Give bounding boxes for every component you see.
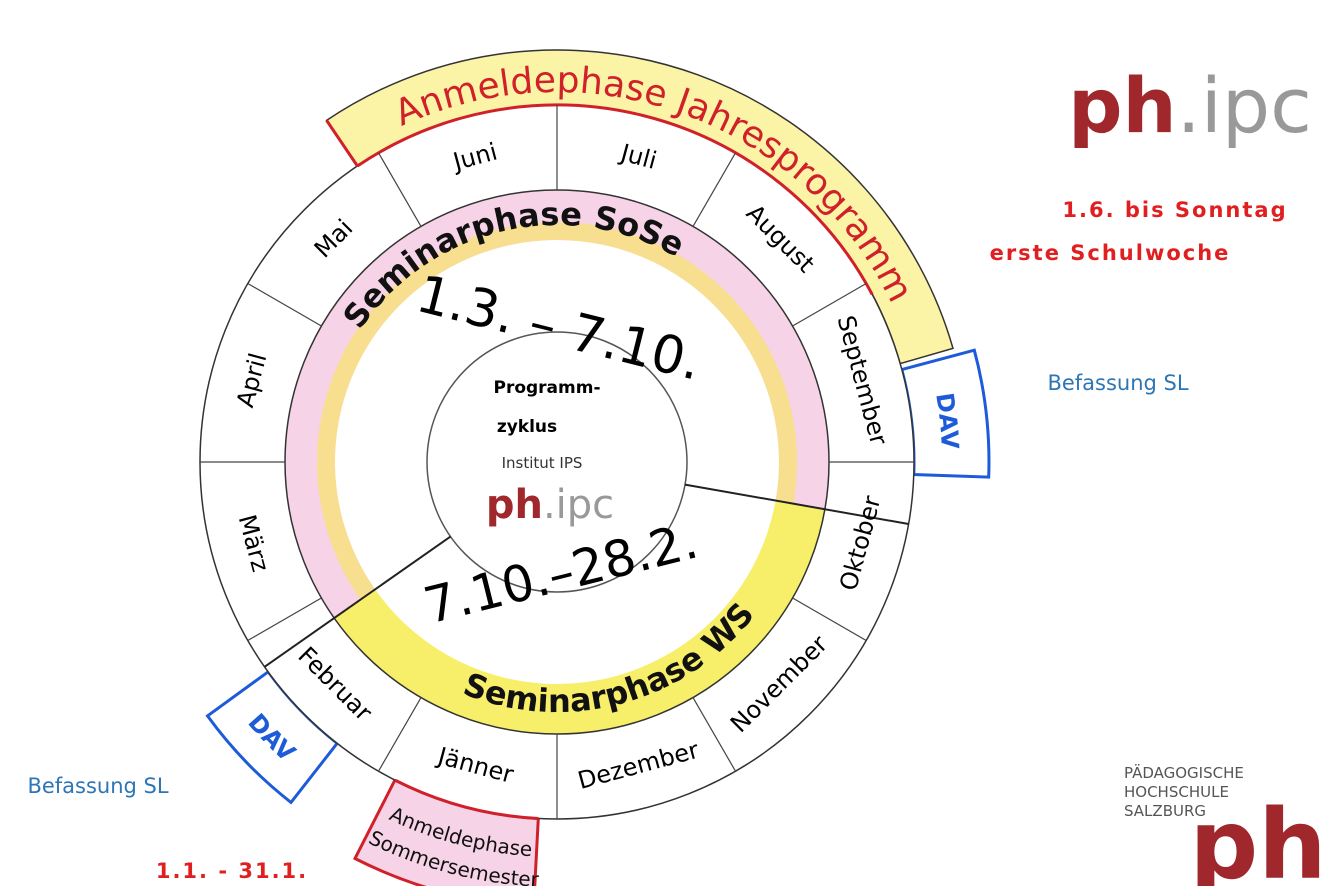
logo-ph: ph: [1189, 789, 1322, 886]
annotation: erste Schulwoche: [990, 241, 1231, 265]
logo-ph: ph: [1068, 61, 1177, 150]
logo-top: ph.ipc: [1068, 61, 1312, 150]
logo-suffix: .ipc: [1177, 61, 1312, 150]
annotation: Befassung SL: [27, 774, 168, 798]
logo-text: PÄDAGOGISCHE: [1124, 763, 1244, 782]
page: 1.6. bis Sonntag erste Schulwoche Befass…: [0, 0, 1322, 886]
center-text: zyklus: [497, 417, 557, 437]
diagram: 1.6. bis Sonntag erste Schulwoche Befass…: [0, 0, 1322, 886]
annotation: Befassung SL: [1047, 371, 1188, 395]
center-text: Programm-: [493, 378, 600, 398]
annotation: 1.1. - 31.1.: [156, 859, 308, 883]
shapes: [200, 50, 989, 886]
logo-ph: ph: [486, 482, 543, 528]
logo-suffix: .ipc: [543, 482, 614, 528]
center-logo: ph.ipc: [486, 482, 614, 528]
center-text: Institut IPS: [502, 454, 583, 472]
annotation: 1.6. bis Sonntag: [1062, 198, 1287, 222]
